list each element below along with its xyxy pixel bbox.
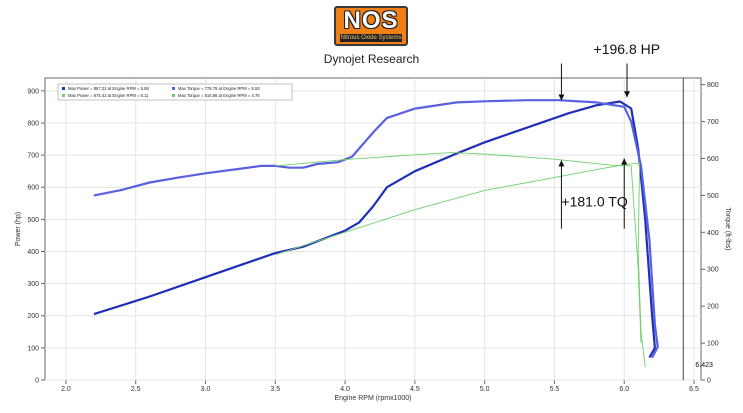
series-line: [275, 162, 646, 368]
tick-labels: 2.0 2.5 3.0 3.5 4.0 4.5 5.0 5.5 6.0 6.5 0 100 200 300…: [27, 82, 718, 393]
annotation-arrowhead: [624, 91, 631, 98]
y-axis-label-left: Power (hp): [15, 212, 22, 246]
series-group: [93, 99, 659, 368]
y-tick-label-left: 400: [27, 249, 39, 256]
grid: [41, 78, 705, 384]
annotation-arrowhead: [621, 158, 628, 165]
x-tick-label: 3.5: [270, 386, 280, 393]
annotation-arrowhead: [558, 94, 565, 101]
y-tick-label-right: 300: [707, 267, 719, 274]
y-tick-label-left: 800: [27, 120, 39, 127]
legend-entry: Max Torque = 776.79 at Engine RPM = 5.53: [178, 86, 260, 91]
series-line: [93, 99, 659, 359]
y-tick-label-right: 200: [707, 304, 719, 311]
y-tick-label-right: 600: [707, 156, 719, 163]
legend-entry: Max Torque = 616.88 at Engine RPM = 4.76: [178, 93, 260, 98]
x-tick-label: 2.5: [131, 386, 141, 393]
legend-entry: Max Power = 675.42 at Engine RPM = 6.11: [68, 93, 149, 98]
y-tick-label-left: 900: [27, 88, 39, 95]
x-tick-label: 6.5: [689, 386, 699, 393]
x-tick-label: 2.0: [61, 386, 71, 393]
y-tick-label-right: 400: [707, 230, 719, 237]
annotation-label: +196.8 HP: [594, 41, 661, 57]
y-tick-label-right: 100: [707, 341, 719, 348]
annotation-arrowhead: [558, 160, 565, 167]
annotations: +196.8 HP +181.0 TQ 6.423: [558, 41, 713, 369]
y-tick-label-right: 0: [707, 378, 711, 385]
logo-subtitle: Nitrous Oxide Systems: [340, 34, 402, 42]
annotation-label: 6.423: [695, 362, 713, 369]
y-axis-label-right: Torque (ft-lbs): [724, 207, 731, 250]
y-tick-label-right: 800: [707, 82, 719, 89]
page-title: Dynojet Research: [323, 52, 420, 66]
x-axis-label: Engine RPM (rpmx1000): [334, 395, 411, 402]
y-tick-label-left: 100: [27, 345, 39, 352]
y-tick-label-right: 700: [707, 119, 719, 126]
x-tick-label: 4.0: [340, 386, 350, 393]
y-tick-label-left: 500: [27, 217, 39, 224]
legend-swatch: [62, 87, 65, 90]
y-tick-label-left: 300: [27, 281, 39, 288]
x-tick-label: 4.5: [410, 386, 420, 393]
legend-swatch: [172, 87, 175, 90]
series-line: [93, 100, 656, 359]
plot-area: [44, 77, 702, 381]
legend-box: [57, 83, 293, 101]
y-tick-label-left: 600: [27, 185, 39, 192]
y-tick-label-left: 200: [27, 313, 39, 320]
y-tick-label-right: 500: [707, 193, 719, 200]
legend-swatch: [62, 94, 65, 97]
x-tick-label: 3.0: [201, 386, 211, 393]
x-tick-label: 5.5: [550, 386, 560, 393]
legend-swatch: [172, 94, 175, 97]
y-tick-label-left: 0: [35, 378, 39, 385]
x-tick-label: 5.0: [480, 386, 490, 393]
annotation-label: +181.0 TQ: [561, 193, 627, 209]
series-line: [275, 152, 642, 344]
legend: Max Power = 867.22 at Engine RPM = 5.98 M…: [57, 83, 293, 101]
legend-entry: Max Power = 867.22 at Engine RPM = 5.98: [68, 86, 149, 91]
logo-text: NOS: [343, 7, 399, 34]
y-tick-label-left: 700: [27, 153, 39, 160]
x-tick-label: 6.0: [619, 386, 629, 393]
nos-logo: NOS Nitrous Oxide Systems: [334, 6, 408, 46]
